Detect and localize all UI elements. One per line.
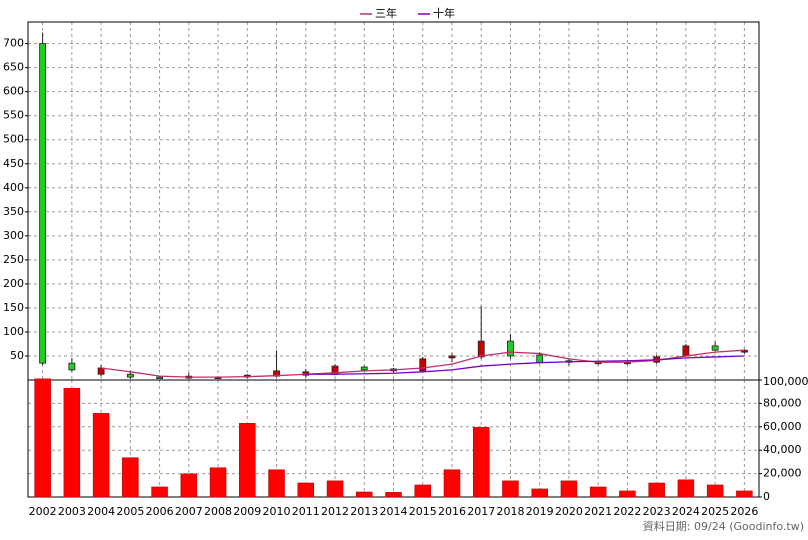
x-tick-label: 2023 — [643, 505, 671, 518]
y-tick-label: 200 — [3, 277, 24, 290]
y-tick-label: 700 — [3, 37, 24, 50]
x-tick-label: 2015 — [409, 505, 437, 518]
y-tick-label: 250 — [3, 253, 24, 266]
volume-bar — [63, 387, 81, 498]
x-tick-label: 2026 — [730, 505, 758, 518]
volume-bar — [34, 378, 51, 498]
x-tick-label: 2002 — [29, 505, 57, 518]
candle-body — [126, 373, 134, 378]
volume-bar — [356, 491, 373, 498]
volume-bar — [268, 469, 285, 498]
volume-bar — [531, 488, 548, 498]
candle-body — [536, 354, 544, 363]
volume-bar — [502, 480, 519, 498]
y-tick-label: 150 — [3, 301, 24, 314]
candle-body — [477, 340, 485, 358]
volume-bar — [443, 469, 461, 498]
x-tick-label: 2024 — [672, 505, 700, 518]
y-tick-label: 400 — [3, 181, 24, 194]
x-tick-label: 2016 — [438, 505, 466, 518]
y-tick-label: 40,000 — [763, 443, 802, 456]
y-tick-label: 20,000 — [763, 467, 802, 480]
x-tick-label: 2020 — [555, 505, 583, 518]
x-tick-label: 2025 — [701, 505, 729, 518]
candle-body — [97, 367, 105, 375]
x-tick-label: 2011 — [292, 505, 320, 518]
y-tick-label: 0 — [763, 490, 770, 503]
footer: 資料日期: 09/24 (Goodinfo.tw) — [643, 519, 804, 533]
y-tick-label: 600 — [3, 85, 24, 98]
x-tick-label: 2013 — [350, 505, 378, 518]
volume-bar — [385, 492, 402, 498]
volume-bar — [151, 486, 168, 498]
candle-body — [682, 345, 690, 357]
x-tick-label: 2017 — [467, 505, 495, 518]
volume-bar — [648, 482, 665, 498]
candle-body — [419, 358, 427, 372]
volume-bar — [209, 467, 227, 498]
candle-body — [711, 345, 719, 351]
volume-bar — [239, 423, 256, 498]
y-tick-label: 100 — [3, 325, 24, 338]
legend-label: 十年 — [433, 6, 455, 20]
candle-body — [39, 43, 47, 364]
volume-bar — [326, 480, 344, 498]
volume-bar — [180, 473, 198, 498]
x-tick-label: 2006 — [146, 505, 174, 518]
y-tick-label: 500 — [3, 133, 24, 146]
x-tick-label: 2021 — [584, 505, 612, 518]
y-tick-label: 50 — [10, 349, 24, 362]
candle-body — [507, 340, 514, 357]
volume-bar — [297, 482, 315, 498]
volume-bar — [589, 486, 607, 498]
volume-bar — [122, 457, 139, 498]
y-tick-label: 80,000 — [763, 396, 802, 409]
y-tick-label: 550 — [3, 109, 24, 122]
x-tick-label: 2008 — [204, 505, 232, 518]
x-tick-label: 2019 — [526, 505, 554, 518]
volume-bar — [414, 484, 431, 498]
volume-bar — [472, 427, 490, 498]
x-tick-label: 2012 — [321, 505, 349, 518]
plot-frame — [27, 21, 760, 381]
y-tick-label: 60,000 — [763, 420, 802, 433]
candle-body — [360, 366, 368, 371]
y-tick-label: 650 — [3, 61, 24, 74]
x-tick-label: 2009 — [233, 505, 261, 518]
volume-bar — [619, 490, 636, 498]
candle-body — [156, 376, 163, 380]
volume-bar — [706, 484, 724, 498]
x-tick-label: 2004 — [87, 505, 115, 518]
ma-line — [305, 355, 745, 375]
y-tick-label: 450 — [3, 157, 24, 170]
volume-bar — [92, 413, 110, 498]
x-tick-label: 2005 — [116, 505, 144, 518]
y-tick-label: 350 — [3, 205, 24, 218]
x-tick-label: 2018 — [496, 505, 524, 518]
volume-bar — [560, 480, 578, 498]
volume-bar — [677, 479, 695, 498]
y-tick-label: 100,000 — [763, 375, 808, 388]
x-tick-label: 2007 — [175, 505, 203, 518]
x-tick-label: 2022 — [613, 505, 641, 518]
ma-line — [101, 349, 745, 378]
x-tick-label: 2010 — [263, 505, 291, 518]
candle-body — [448, 355, 456, 359]
x-tick-label: 2014 — [380, 505, 408, 518]
x-tick-label: 2003 — [58, 505, 86, 518]
candle-body — [68, 362, 76, 371]
legend-label: 三年 — [375, 6, 397, 20]
y-tick-label: 300 — [3, 229, 24, 242]
volume-bar — [736, 490, 753, 498]
